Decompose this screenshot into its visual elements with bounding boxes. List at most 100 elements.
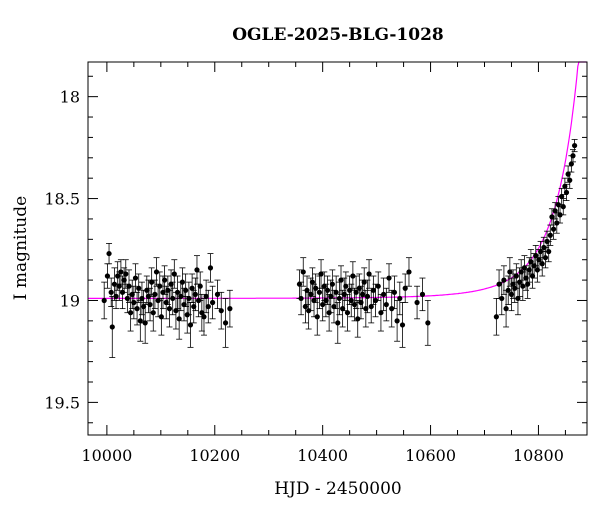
data-point <box>192 277 199 312</box>
data-point <box>176 298 183 340</box>
data-point <box>399 302 406 348</box>
data-marker <box>335 320 341 326</box>
data-point <box>108 277 115 307</box>
data-point <box>198 293 205 332</box>
data-marker <box>186 295 192 302</box>
data-marker <box>505 287 511 293</box>
data-marker <box>350 273 356 279</box>
data-point <box>214 279 221 310</box>
data-marker <box>187 322 194 328</box>
data-point <box>179 267 186 297</box>
data-marker <box>109 324 115 330</box>
data-marker <box>386 275 392 281</box>
data-marker <box>513 273 519 279</box>
model-curve <box>88 61 587 299</box>
data-marker <box>402 285 408 291</box>
data-marker <box>142 320 148 326</box>
data-marker <box>176 316 182 322</box>
data-marker <box>171 271 177 277</box>
data-marker <box>302 303 309 310</box>
data-marker <box>520 283 526 289</box>
data-marker <box>106 250 112 257</box>
data-marker <box>314 314 320 320</box>
data-point <box>106 243 113 265</box>
data-marker <box>192 291 198 297</box>
data-points-layer <box>101 139 578 358</box>
data-marker <box>333 289 339 295</box>
data-point <box>125 269 132 303</box>
data-point <box>366 259 373 289</box>
data-marker <box>394 318 400 324</box>
y-tick-label: 18.5 <box>44 190 80 209</box>
data-marker <box>166 306 173 312</box>
data-point <box>156 271 163 301</box>
data-point <box>569 149 576 163</box>
data-point <box>158 298 165 336</box>
data-marker <box>570 153 576 159</box>
data-marker <box>320 301 326 308</box>
data-marker <box>131 299 137 306</box>
data-point <box>513 263 520 289</box>
data-point <box>296 269 303 299</box>
data-marker <box>355 316 361 322</box>
data-point <box>148 267 155 297</box>
data-point <box>150 293 157 332</box>
data-point <box>197 271 204 301</box>
data-marker <box>309 279 316 285</box>
data-marker <box>406 269 412 275</box>
data-point <box>218 291 225 330</box>
data-point <box>298 281 305 316</box>
data-marker <box>528 259 534 265</box>
data-point <box>364 279 371 314</box>
data-point <box>134 291 141 326</box>
data-point <box>500 265 507 295</box>
data-marker <box>210 299 216 306</box>
data-marker <box>399 322 406 328</box>
data-marker <box>183 287 189 293</box>
data-point <box>101 281 108 320</box>
data-marker <box>113 293 119 299</box>
data-marker <box>555 202 562 208</box>
data-marker <box>203 293 209 299</box>
data-marker <box>571 142 578 149</box>
data-point <box>185 281 192 316</box>
data-point <box>424 300 431 346</box>
data-point <box>209 285 216 320</box>
data-marker <box>147 301 153 308</box>
data-marker <box>493 314 499 320</box>
data-point <box>532 245 539 267</box>
data-marker <box>567 177 573 183</box>
data-marker <box>329 281 335 287</box>
data-point <box>109 295 116 358</box>
data-point <box>375 271 382 301</box>
axis-ticks: 10000 10200 10400 10600 10800 18 18.5 19 19.5 <box>44 62 587 465</box>
data-point <box>353 275 360 310</box>
data-point <box>571 139 578 153</box>
data-point <box>166 289 173 328</box>
data-marker <box>557 212 563 218</box>
data-marker <box>533 253 539 259</box>
data-marker <box>199 310 205 316</box>
data-point <box>189 273 196 303</box>
data-point <box>357 285 364 320</box>
data-marker <box>391 289 398 295</box>
data-marker <box>132 275 139 281</box>
data-marker <box>174 289 181 295</box>
data-marker <box>414 299 420 306</box>
data-marker <box>179 279 186 285</box>
data-point <box>193 255 200 285</box>
data-marker <box>378 310 384 316</box>
data-marker <box>152 291 158 297</box>
x-tick-label: 10400 <box>297 446 348 465</box>
data-marker <box>336 295 342 302</box>
data-marker <box>549 214 555 220</box>
data-point <box>558 187 565 206</box>
data-marker <box>108 289 114 295</box>
data-marker <box>214 291 221 297</box>
data-marker <box>501 277 507 283</box>
data-marker <box>364 293 371 299</box>
data-marker <box>136 285 142 291</box>
data-marker <box>499 295 505 302</box>
data-marker <box>496 281 502 287</box>
